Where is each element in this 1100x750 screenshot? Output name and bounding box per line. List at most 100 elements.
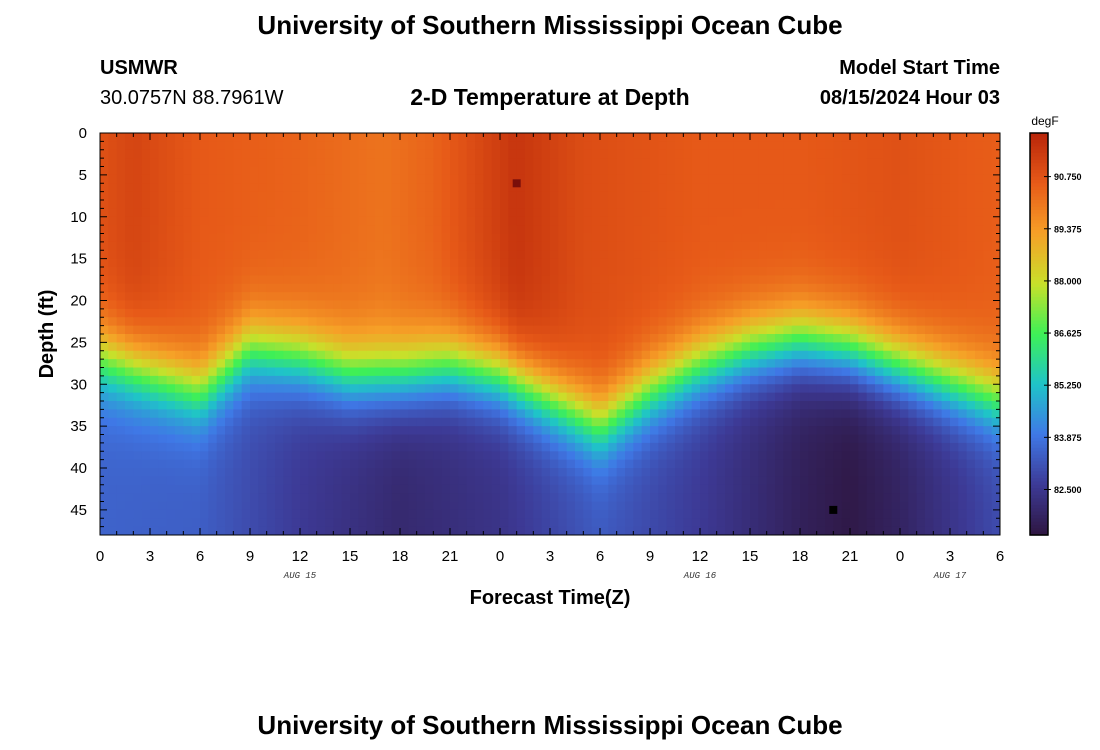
heatmap-cell [741, 292, 751, 302]
heatmap-cell [650, 526, 659, 535]
heatmap-cell [608, 258, 618, 268]
heatmap-cell [100, 501, 109, 511]
heatmap-cell [350, 325, 359, 335]
heatmap-cell [491, 267, 501, 276]
heatmap-cell [625, 342, 634, 352]
heatmap-cell [933, 367, 943, 377]
heatmap-cell [883, 375, 893, 385]
heatmap-cell [558, 141, 568, 151]
heatmap-cell [358, 334, 368, 343]
heatmap-cell [316, 325, 326, 335]
heatmap-cell [533, 283, 543, 293]
heatmap-cell [591, 509, 601, 519]
heatmap-cell [466, 216, 476, 226]
heatmap-cell [133, 308, 143, 318]
heatmap-cell [958, 476, 968, 486]
heatmap-cell [858, 233, 868, 243]
heatmap-cell [525, 275, 534, 285]
heatmap-cell [550, 509, 559, 519]
heatmap-cell [783, 325, 793, 335]
heatmap-cell [233, 133, 243, 142]
heatmap-cell [816, 283, 826, 293]
heatmap-cell [608, 308, 618, 318]
heatmap-cell [700, 518, 709, 528]
heatmap-cell [700, 267, 709, 276]
heatmap-cell [825, 476, 834, 486]
heatmap-cell [366, 434, 376, 444]
heatmap-cell [150, 225, 159, 235]
heatmap-cell [283, 166, 293, 176]
heatmap-cell [425, 426, 434, 436]
heatmap-cell [716, 241, 726, 251]
heatmap-cell [783, 233, 793, 243]
heatmap-cell [408, 384, 418, 394]
heatmap-cell [625, 174, 634, 184]
heatmap-cell [816, 241, 826, 251]
heatmap-cell [166, 459, 176, 469]
heatmap-cell [650, 258, 659, 268]
heatmap-cell [691, 300, 701, 310]
heatmap-cell [850, 166, 859, 176]
heatmap-cell [475, 183, 484, 193]
heatmap-cell [541, 526, 551, 535]
heatmap-cell [100, 417, 109, 427]
heatmap-cell [400, 241, 409, 251]
heatmap-cell [725, 476, 734, 486]
heatmap-cell [633, 359, 643, 369]
heatmap-cell [741, 334, 751, 343]
heatmap-cell [800, 468, 809, 477]
heatmap-cell [908, 367, 918, 377]
heatmap-cell [775, 401, 784, 410]
heatmap-cell [400, 250, 409, 260]
heatmap-cell [383, 300, 393, 310]
heatmap-cell [425, 459, 434, 469]
heatmap-cell [875, 267, 884, 276]
heatmap-cell [425, 166, 434, 176]
heatmap-cell [858, 342, 868, 352]
heatmap-cell [416, 342, 426, 352]
heatmap-cell [291, 375, 301, 385]
heatmap-cell [925, 401, 934, 410]
heatmap-cell [741, 375, 751, 385]
heatmap-cell [225, 468, 234, 477]
heatmap-cell [891, 334, 901, 343]
heatmap-cell [775, 350, 784, 360]
heatmap-cell [366, 191, 376, 201]
heatmap-cell [416, 225, 426, 235]
heatmap-cell [558, 509, 568, 519]
heatmap-cell [766, 275, 776, 285]
heatmap-cell [683, 317, 693, 327]
heatmap-cell [175, 459, 184, 469]
heatmap-cell [958, 183, 968, 193]
heatmap-cell [158, 292, 168, 302]
heatmap-cell [450, 451, 459, 461]
heatmap-cell [183, 493, 193, 503]
heatmap-cell [216, 359, 226, 369]
heatmap-cell [441, 225, 451, 235]
heatmap-cell [775, 451, 784, 461]
heatmap-cell [450, 183, 459, 193]
heatmap-cell [875, 392, 884, 402]
heatmap-cell [283, 174, 293, 184]
heatmap-cell [700, 359, 709, 369]
heatmap-cell [891, 375, 901, 385]
heatmap-cell [891, 392, 901, 402]
heatmap-cell [675, 225, 684, 235]
heatmap-cell [466, 350, 476, 360]
heatmap-cell [750, 133, 759, 142]
heatmap-cell [925, 233, 934, 243]
heatmap-cell [683, 300, 693, 310]
heatmap-cell [300, 283, 309, 293]
heatmap-cell [350, 292, 359, 302]
heatmap-cell [183, 359, 193, 369]
heatmap-cell [308, 208, 318, 218]
heatmap-cell [950, 174, 959, 184]
heatmap-cell [700, 409, 709, 419]
heatmap-cell [566, 250, 576, 260]
heatmap-cell [816, 442, 826, 452]
heatmap-cell [950, 208, 959, 218]
heatmap-cell [466, 409, 476, 419]
heatmap-cell [316, 216, 326, 226]
heatmap-cell [241, 493, 251, 503]
heatmap-cell [333, 342, 343, 352]
